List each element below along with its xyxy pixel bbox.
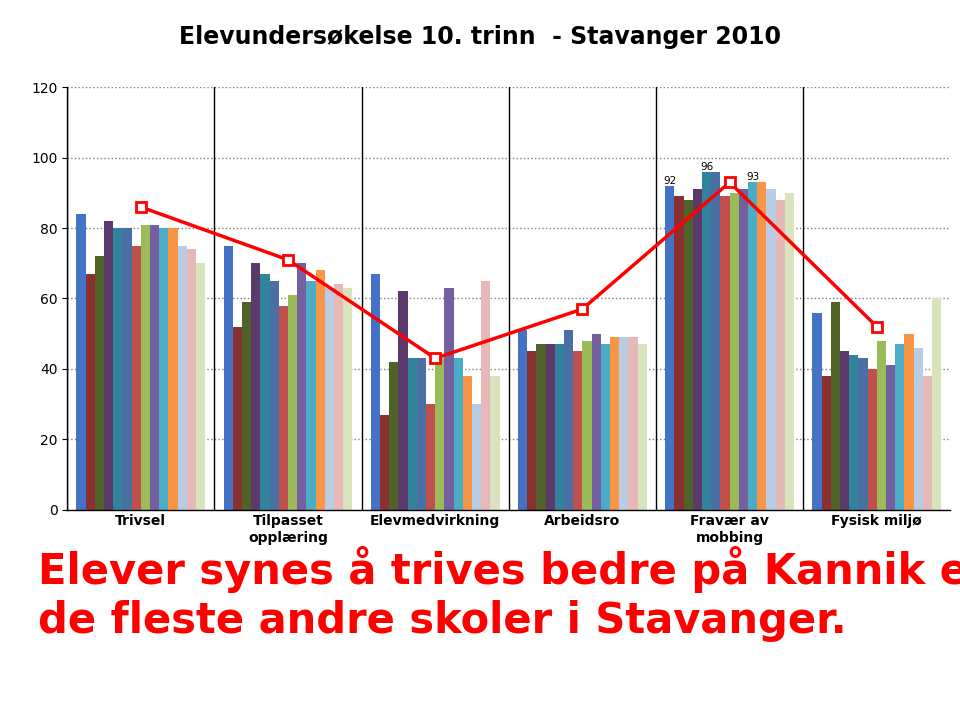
Bar: [150, 225, 159, 510]
Bar: [252, 264, 260, 510]
Bar: [858, 358, 868, 510]
Bar: [242, 302, 252, 510]
Bar: [408, 358, 417, 510]
Bar: [371, 274, 380, 510]
Bar: [104, 221, 113, 510]
Bar: [306, 281, 316, 510]
Bar: [896, 344, 904, 510]
Bar: [904, 333, 914, 510]
Bar: [876, 341, 886, 510]
Bar: [398, 291, 407, 510]
Text: Elevundersøkelse 10. trinn  - Stavanger 2010: Elevundersøkelse 10. trinn - Stavanger 2…: [179, 25, 781, 50]
Bar: [665, 186, 674, 510]
Bar: [721, 197, 730, 510]
Bar: [702, 172, 711, 510]
Bar: [224, 246, 232, 510]
Bar: [260, 274, 270, 510]
Bar: [270, 281, 278, 510]
Bar: [693, 189, 702, 510]
Bar: [481, 281, 491, 510]
Bar: [637, 344, 647, 510]
Bar: [831, 302, 840, 510]
Bar: [95, 256, 104, 510]
Text: 93: 93: [746, 173, 759, 182]
Bar: [123, 228, 132, 510]
Bar: [684, 200, 693, 510]
Bar: [822, 376, 830, 510]
Bar: [573, 351, 583, 510]
Bar: [601, 344, 610, 510]
Text: 96: 96: [700, 162, 713, 172]
Bar: [564, 331, 573, 510]
Bar: [785, 193, 794, 510]
Bar: [390, 362, 398, 510]
Bar: [141, 225, 150, 510]
Bar: [591, 333, 601, 510]
Bar: [316, 270, 324, 510]
Bar: [583, 341, 591, 510]
Bar: [932, 298, 941, 510]
Bar: [914, 348, 923, 510]
Bar: [730, 193, 738, 510]
Bar: [187, 249, 196, 510]
Bar: [444, 288, 453, 510]
Bar: [77, 214, 85, 510]
Bar: [233, 327, 242, 510]
Bar: [426, 404, 435, 510]
Bar: [739, 189, 748, 510]
Bar: [611, 337, 619, 510]
Text: 92: 92: [663, 176, 677, 186]
Bar: [334, 285, 343, 510]
Bar: [748, 182, 757, 510]
Bar: [619, 337, 628, 510]
Bar: [518, 331, 527, 510]
Bar: [491, 376, 499, 510]
Bar: [435, 358, 444, 510]
Bar: [527, 351, 537, 510]
Bar: [169, 228, 178, 510]
Bar: [159, 228, 168, 510]
Bar: [675, 197, 684, 510]
Bar: [757, 182, 766, 510]
Bar: [886, 365, 895, 510]
Bar: [454, 358, 463, 510]
Bar: [537, 344, 545, 510]
Text: Elever synes å trives bedre på Kannik enn
de fleste andre skoler i Stavanger.: Elever synes å trives bedre på Kannik en…: [38, 546, 960, 641]
Bar: [324, 288, 334, 510]
Bar: [472, 404, 481, 510]
Bar: [380, 414, 389, 510]
Bar: [463, 376, 472, 510]
Bar: [923, 376, 932, 510]
Bar: [840, 351, 849, 510]
Bar: [711, 172, 720, 510]
Bar: [196, 264, 205, 510]
Bar: [113, 228, 122, 510]
Bar: [344, 288, 352, 510]
Bar: [545, 344, 555, 510]
Bar: [629, 337, 637, 510]
Bar: [417, 358, 426, 510]
Bar: [279, 306, 288, 510]
Bar: [868, 369, 876, 510]
Bar: [812, 312, 822, 510]
Bar: [298, 264, 306, 510]
Bar: [776, 200, 784, 510]
Bar: [555, 344, 564, 510]
Bar: [850, 355, 858, 510]
Bar: [766, 189, 776, 510]
Bar: [85, 274, 95, 510]
Bar: [132, 246, 141, 510]
Bar: [288, 295, 297, 510]
Bar: [178, 246, 186, 510]
